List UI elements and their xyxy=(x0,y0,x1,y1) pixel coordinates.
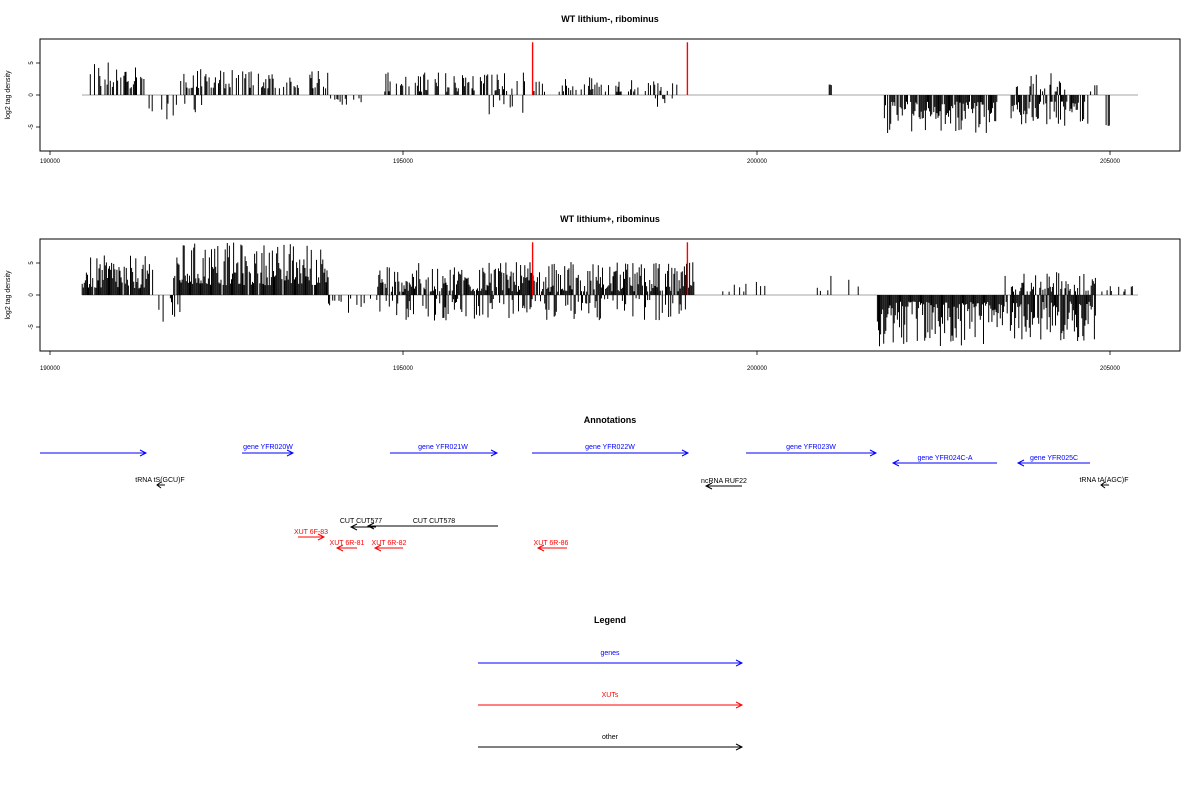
arrowhead xyxy=(735,659,744,667)
arrowhead xyxy=(317,533,326,541)
feature-label: tRNA tS(GCU)F xyxy=(135,477,184,484)
annotation-gene: gene YFR022W xyxy=(532,444,690,457)
feature-label: gene YFR025C xyxy=(1030,455,1078,462)
annotation-xut: XUT 6R-81 xyxy=(330,540,365,552)
x-tick-label: 205000 xyxy=(1100,366,1121,372)
feature-label: gene YFR023W xyxy=(786,444,836,451)
feature-label: CUT CUT578 xyxy=(413,518,455,525)
y-tick-label: -5 xyxy=(29,324,35,330)
annotation-gene: gene YFR024C-A xyxy=(891,455,997,467)
legend-title: Legend xyxy=(594,615,626,625)
arrowhead xyxy=(891,459,900,467)
x-tick-label: 195000 xyxy=(393,366,414,372)
y-tick-label: 0 xyxy=(29,93,35,97)
feature-label: XUT 6R-86 xyxy=(534,540,569,547)
arrowhead xyxy=(1016,459,1025,467)
y-axis: 5 0 -5 xyxy=(29,61,40,130)
x-tick-label: 195000 xyxy=(393,159,414,165)
y-tick-label: -5 xyxy=(29,124,35,130)
x-axis: 190000 195000 200000 205000 xyxy=(40,151,1121,165)
annotation-trna: tRNA tA(AGC)F xyxy=(1079,477,1129,489)
feature-label: XUT 6R-82 xyxy=(372,540,407,547)
annotation-xut: XUT 6R-86 xyxy=(534,540,569,552)
x-tick-label: 205000 xyxy=(1100,159,1121,165)
y-axis-label: log2 tag density xyxy=(5,270,12,320)
annotation-xut: XUT 6R-82 xyxy=(372,540,407,552)
annotation-ncrna: ncRNA RUF22 xyxy=(701,478,747,490)
arrowhead xyxy=(373,544,382,552)
feature-label: CUT CUT577 xyxy=(340,518,382,525)
x-tick-label: 190000 xyxy=(40,159,61,165)
feature-label: XUT 6R-81 xyxy=(330,540,365,547)
feature-label: ncRNA RUF22 xyxy=(701,478,747,485)
x-tick-label: 200000 xyxy=(747,159,768,165)
legend-entry-genes: genes xyxy=(478,650,744,667)
feature-label: XUT 6F-83 xyxy=(294,529,328,536)
annotation-trna: tRNA tS(GCU)F xyxy=(135,477,185,489)
annotation-gene: gene YFR023W xyxy=(746,444,878,457)
legend-entry-other: other xyxy=(478,734,744,751)
panel-title: WT lithium-, ribominus xyxy=(561,14,659,24)
y-axis-label: log2 tag density xyxy=(5,70,12,120)
arrowhead xyxy=(490,449,499,457)
bar-series xyxy=(81,242,1133,347)
arrowhead xyxy=(704,482,713,490)
annotation-gene: gene YFR020W xyxy=(242,444,295,457)
feature-label: gene YFR020W xyxy=(243,444,293,451)
annotation-gene: gene YFR021W xyxy=(390,444,499,457)
annotation-gene xyxy=(40,449,148,457)
legend-label: genes xyxy=(600,650,620,657)
legend-entry-xuts: XUTs xyxy=(478,692,744,709)
legend-label: XUTs xyxy=(602,692,619,699)
annotations-track: Annotations gene YFR020W gene YFR021W ge… xyxy=(40,415,1129,552)
arrowhead xyxy=(335,544,344,552)
arrowhead xyxy=(366,522,375,530)
arrowhead xyxy=(869,449,878,457)
feature-label: tRNA tA(AGC)F xyxy=(1079,477,1128,484)
panel-title: WT lithium+, ribominus xyxy=(560,214,660,224)
annotation-gene: gene YFR025C xyxy=(1016,455,1090,467)
arrowhead xyxy=(1100,481,1106,489)
feature-label: gene YFR021W xyxy=(418,444,468,451)
arrowhead xyxy=(286,449,295,457)
annotation-xut: XUT 6F-83 xyxy=(294,529,328,541)
annotation-cut: CUT CUT578 xyxy=(366,518,498,530)
legend-label: other xyxy=(602,734,619,741)
y-tick-label: 5 xyxy=(29,61,35,65)
x-tick-label: 190000 xyxy=(40,366,61,372)
panel-lithium-plus: WT lithium+, ribominus log2 tag density … xyxy=(5,214,1181,372)
y-axis: 5 0 -5 xyxy=(29,261,40,330)
x-axis: 190000 195000 200000 205000 xyxy=(40,351,1121,372)
annotations-title: Annotations xyxy=(584,415,637,425)
annotation-cut: CUT CUT577 xyxy=(340,518,382,531)
arrowhead xyxy=(536,544,545,552)
x-tick-label: 200000 xyxy=(747,366,768,372)
y-tick-label: 0 xyxy=(29,293,35,297)
bar-series xyxy=(89,42,1110,133)
legend: Legend genes XUTs other xyxy=(478,615,744,751)
arrowhead xyxy=(681,449,690,457)
feature-label: gene YFR024C-A xyxy=(917,455,972,462)
feature-label: gene YFR022W xyxy=(585,444,635,451)
arrowhead xyxy=(349,523,358,531)
arrowhead xyxy=(156,481,162,489)
panel-lithium-minus: WT lithium-, ribominus log2 tag density … xyxy=(5,14,1181,165)
arrowhead xyxy=(735,701,744,709)
y-tick-label: 5 xyxy=(29,261,35,265)
arrowhead xyxy=(139,449,148,457)
arrowhead xyxy=(735,743,744,751)
